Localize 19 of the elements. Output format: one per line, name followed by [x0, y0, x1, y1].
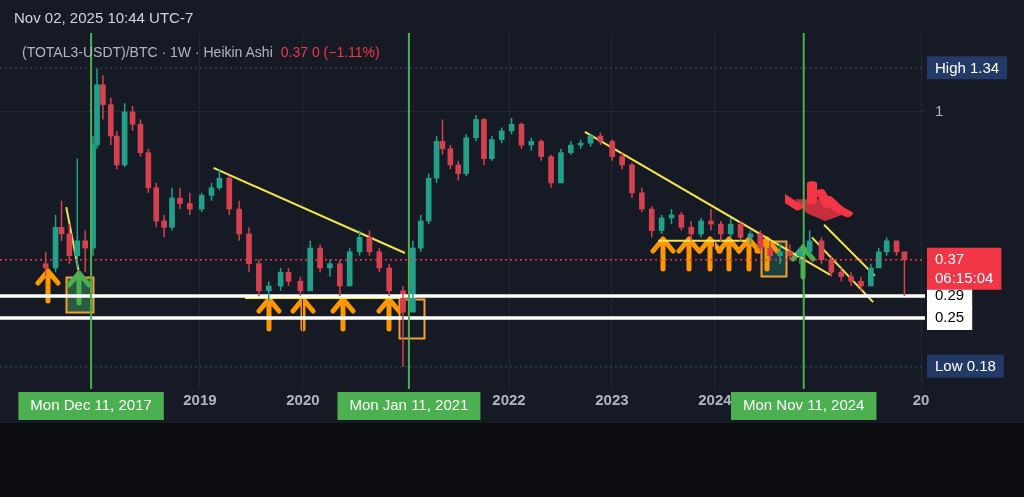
ref-line-label: Mon Nov 11, 2024 — [743, 396, 865, 414]
candlestick — [42, 251, 49, 278]
x-tick-label: 20 — [912, 391, 930, 409]
x-tick-label: 2023 — [595, 391, 629, 409]
y-tick-label: 0.25 — [935, 308, 965, 326]
text: Nov 02, 2025 10:44 UTC-7 — [14, 9, 194, 26]
x-tick-label: 2022 — [492, 391, 526, 409]
ref-line-label: Low 0.18 — [935, 356, 996, 374]
ref-line-label: Mon Jan 11, 2021 — [349, 396, 469, 414]
x-tick-label: 2020 — [286, 391, 320, 409]
ref-line-label: Mon Dec 11, 2017 — [30, 396, 152, 414]
candlestick — [74, 157, 81, 269]
ref-line-label: High 1.34 — [935, 58, 1000, 76]
y-tick-label: 0.29 — [935, 286, 965, 304]
x-tick-label: 2024 — [698, 391, 733, 409]
x-tick-label: 2019 — [183, 391, 217, 409]
ref-line-label: 0.37 06:15:04 — [935, 249, 994, 286]
text: 0.37 0 (−1.11%) — [280, 44, 380, 60]
y-tick-label: 1 — [935, 102, 944, 120]
